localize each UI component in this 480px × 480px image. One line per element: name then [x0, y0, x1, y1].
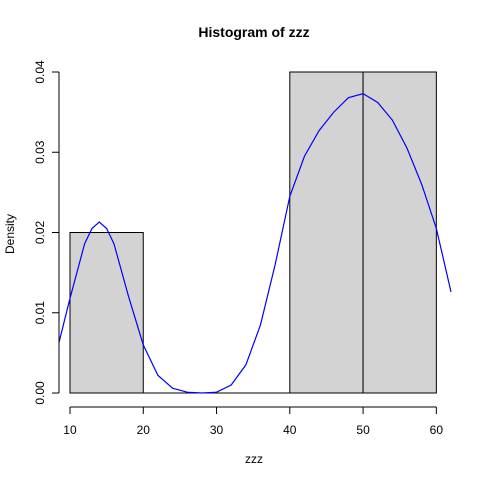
x-axis-label: zzz	[245, 452, 263, 466]
x-axis: 10 20 30 40 50 60	[63, 406, 444, 437]
x-tick-label: 50	[356, 423, 370, 437]
histogram-bar	[362, 71, 437, 394]
y-axis-label: Density	[3, 214, 17, 254]
bars-group	[69, 71, 437, 394]
density-curve	[58, 93, 452, 394]
y-axis: 0.00 0.01 0.02 0.03 0.04	[33, 60, 60, 405]
x-tick-label: 20	[137, 423, 151, 437]
y-tick-label: 0.02	[33, 220, 47, 244]
histogram-bar	[69, 232, 144, 394]
y-tick-label: 0.03	[33, 140, 47, 164]
x-tick-label: 40	[283, 423, 297, 437]
chart-title: Histogram of zzz	[198, 24, 309, 40]
y-tick-label: 0.04	[33, 60, 47, 84]
histogram-bar	[289, 71, 364, 394]
x-tick-label: 30	[210, 423, 224, 437]
y-tick-label: 0.01	[33, 301, 47, 325]
x-tick-label: 60	[430, 423, 444, 437]
x-tick-label: 10	[63, 423, 77, 437]
y-tick-label: 0.00	[33, 381, 47, 405]
